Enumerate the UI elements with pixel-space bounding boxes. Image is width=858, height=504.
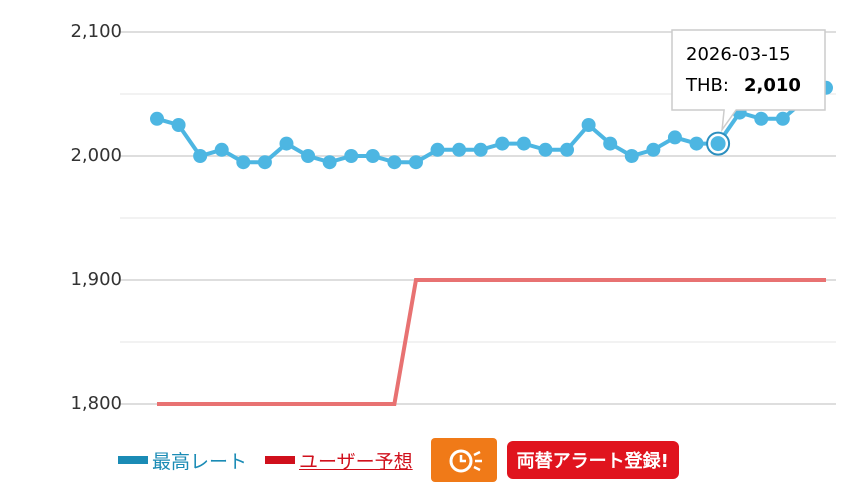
legend-label: 最高レート: [152, 450, 248, 473]
data-point: [603, 136, 618, 151]
legend-item[interactable]: ユーザー予想: [265, 447, 413, 474]
data-point: [171, 118, 186, 132]
data-point: [279, 136, 294, 151]
legend-swatch: [265, 456, 296, 464]
data-point: [430, 142, 445, 157]
data-point: [689, 136, 704, 151]
data-point: [257, 155, 272, 170]
data-point: [236, 155, 251, 170]
legend-item: 最高レート: [118, 447, 247, 474]
data-point: [495, 136, 510, 151]
data-point: [624, 149, 639, 163]
data-point: [365, 149, 380, 163]
y-tick-label: 1,800: [70, 393, 122, 414]
y-tick-label: 2,000: [70, 145, 122, 166]
data-point: [707, 133, 729, 155]
tooltip-value: 2,010: [744, 75, 801, 96]
data-point: [775, 111, 790, 126]
tooltip: 2026-03-15 THB: 2,010: [671, 29, 826, 133]
data-point: [646, 142, 661, 157]
data-point: [667, 130, 682, 145]
alarm-icon[interactable]: [430, 438, 497, 482]
y-tick-label: 2,100: [70, 21, 122, 42]
data-point: [473, 142, 488, 157]
legend-swatch: [118, 456, 148, 464]
data-point: [193, 149, 208, 163]
data-point: [538, 142, 553, 157]
data-point: [516, 136, 531, 151]
data-point: [150, 111, 164, 126]
data-point: [322, 155, 337, 170]
legend: 最高レート ユーザー予想 両替アラート登録!: [118, 438, 679, 482]
tooltip-box: [671, 29, 826, 133]
tooltip-series: THB:: [685, 75, 729, 96]
highlight-ring: [706, 131, 731, 156]
data-point: [754, 111, 769, 126]
data-point: [408, 155, 423, 170]
data-point: [581, 118, 596, 132]
y-tick-label: 1,900: [70, 269, 122, 290]
series-line: [157, 278, 826, 406]
data-point: [387, 155, 402, 170]
data-point: [560, 142, 575, 157]
data-point: [452, 142, 467, 157]
alarm-glyph: [449, 449, 482, 473]
data-point: [344, 149, 359, 163]
alert-button[interactable]: 両替アラート登録!: [506, 441, 679, 479]
tooltip-date: 2026-03-15: [686, 44, 791, 65]
legend-link[interactable]: ユーザー予想: [299, 450, 413, 473]
chart: 1,800 1,900 2,000 2,100 2026-03-15 THB: 2,010: [70, 21, 836, 414]
data-point: [214, 142, 229, 157]
data-point: [301, 149, 316, 163]
